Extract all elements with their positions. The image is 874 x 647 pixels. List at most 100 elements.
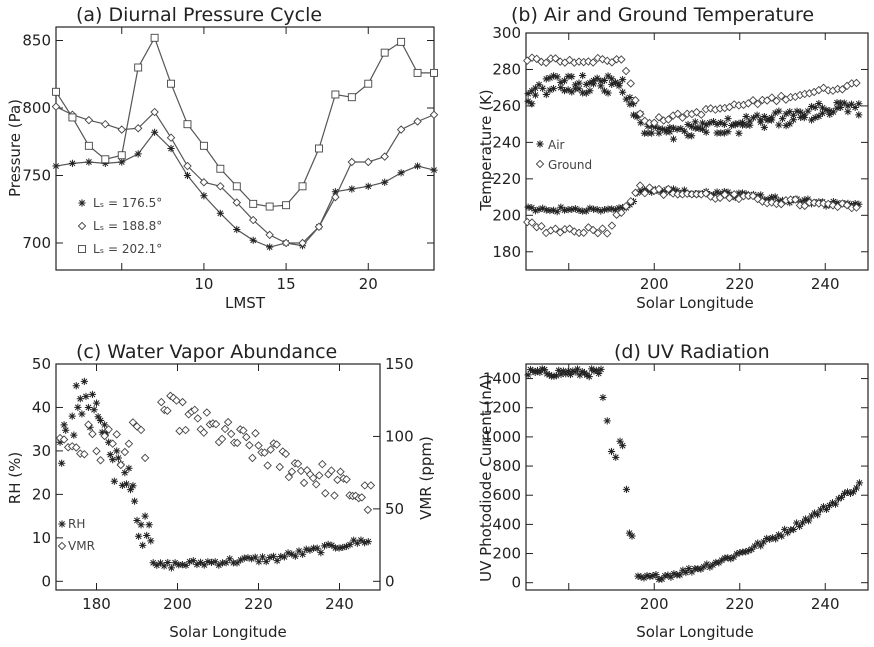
panel-c-rh-point <box>196 558 205 566</box>
panel-c-rh-point <box>90 406 98 414</box>
panel-d-uv-point <box>828 499 837 507</box>
panel-c-vmr-point <box>318 459 327 469</box>
panel-b-ground-point <box>842 200 852 210</box>
panel-b-air-point <box>568 205 576 213</box>
panel-c-vmr-point <box>360 481 370 490</box>
panel-c-vmr-point <box>251 428 260 438</box>
panel-d-uv-point <box>646 572 654 581</box>
panel-b-ground-point <box>852 203 861 212</box>
panel-b-air-point <box>818 109 827 117</box>
panel-b-air-point <box>757 118 765 126</box>
panel-d-xlabel: Solar Longitude <box>636 623 754 641</box>
panel-b-ground-point <box>527 53 537 62</box>
panel-c-vmr-point <box>136 425 146 435</box>
panel-b-air-point <box>615 204 623 212</box>
panel-b-air-point <box>778 115 787 123</box>
panel-c-rh-point <box>143 531 151 540</box>
panel-b-ground-point <box>776 91 786 101</box>
panel-b-ytick-label: 240 <box>492 133 521 151</box>
panel-d-uv-point <box>819 503 828 511</box>
panel-c-vmr-point <box>223 417 233 427</box>
panel-b-air-point <box>560 206 569 214</box>
panel-c-vmr-point <box>217 434 227 444</box>
panel-a-series-2-point <box>133 124 143 133</box>
panel-b-air-point <box>629 100 638 108</box>
panel-c-rh-point <box>167 564 176 572</box>
panel-b-air-point <box>600 87 609 95</box>
panel-c-rh-point <box>244 554 252 562</box>
panel-c-rh-point <box>141 512 149 520</box>
panel-b-ground-point <box>748 96 758 105</box>
panel-c-vmr-point <box>245 440 254 450</box>
panel-b-air-point <box>807 102 816 111</box>
panel-d-uv-point <box>834 495 843 503</box>
panel-c-title: (c) Water Vapor Abundance <box>76 341 337 363</box>
panel-c-rh-point <box>251 553 259 561</box>
panel-c-rh-point <box>76 395 84 403</box>
panel-a-series-2-point <box>314 222 324 232</box>
panel-c-rh-point <box>350 536 358 544</box>
panel-b-ground-point <box>833 202 842 212</box>
panel-b-ground-point <box>767 93 777 102</box>
panel-c-vmr-point <box>263 461 272 470</box>
panel-b-air-point <box>531 91 540 99</box>
panel-b-air-point <box>568 88 576 96</box>
panel-c-rh-point <box>306 546 314 554</box>
panel-b-ground-point <box>579 228 588 238</box>
panel-b-air-point <box>855 100 863 108</box>
panel-c-ytick-label-right: 50 <box>385 500 404 518</box>
panel-c-ytick-label: 20 <box>32 485 51 503</box>
panel-b-air-point <box>833 99 841 107</box>
panel-b-air-point <box>688 132 696 140</box>
panel-b-air-point <box>640 129 649 137</box>
panel-c-rh-point <box>74 403 82 411</box>
panel-b-ground-point <box>626 79 635 88</box>
panel-c-vmr-point <box>72 443 81 452</box>
panel-b-air-point <box>593 74 601 82</box>
panel-b-air-point <box>586 79 594 87</box>
panel-b-air-point <box>597 207 605 215</box>
panel-b-air-point <box>546 86 554 94</box>
panel-b-ground-point <box>537 57 546 67</box>
panel-c-vmr-point <box>181 425 190 435</box>
panel-b-ytick-label: 280 <box>492 60 521 78</box>
panel-c-rh-point <box>335 544 343 552</box>
panel-b-air-point <box>666 188 674 196</box>
panel-b-temperature: (b) Air and Ground Temperature Solar Lon… <box>0 0 869 312</box>
panel-d-uv-point <box>612 453 620 461</box>
panel-b-air-point <box>717 118 725 127</box>
panel-a-series-1-point <box>266 243 274 251</box>
panel-c-rh-point <box>207 558 216 566</box>
panel-b-air-point <box>644 122 652 130</box>
panel-b-air-point <box>557 203 565 211</box>
panel-d-uv-point <box>730 553 738 561</box>
panel-c-vmr-point <box>163 406 172 415</box>
panel-d-uv-point <box>536 368 544 377</box>
panel-b-air-point <box>531 84 540 92</box>
panel-c-rh-point <box>324 540 332 548</box>
panel-b-air-point <box>818 104 827 112</box>
panel-b-ground-point <box>838 199 847 208</box>
panel-c-rh-point <box>68 412 76 420</box>
panel-d-uv-point <box>769 534 777 542</box>
panel-b-ytick-label: 200 <box>492 206 521 224</box>
panel-c-rh-point <box>320 542 329 550</box>
panel-d-uv-point <box>778 532 786 540</box>
panel-c-rh-point <box>78 410 86 418</box>
panel-c-vmr-point <box>366 481 376 490</box>
panel-a-legend-marker-1 <box>78 199 86 207</box>
panel-b-air-point <box>767 193 776 201</box>
panel-c-rh-point <box>262 557 270 566</box>
panel-d-uv-point <box>825 501 834 510</box>
panel-c-vmr-point <box>287 467 297 476</box>
panel-c-rh-point <box>291 552 299 560</box>
panel-a-series-3-point <box>68 113 77 122</box>
panel-c-rh-point <box>171 559 179 567</box>
panel-a-series-2-point <box>281 238 291 248</box>
panel-b-air-point <box>691 118 699 126</box>
panel-c-vmr-point <box>260 448 269 457</box>
panel-c-rh-point <box>70 431 78 439</box>
panel-b-ground-point <box>537 221 546 231</box>
panel-c-rh-point <box>175 561 183 569</box>
panel-b-air-point <box>789 116 798 124</box>
